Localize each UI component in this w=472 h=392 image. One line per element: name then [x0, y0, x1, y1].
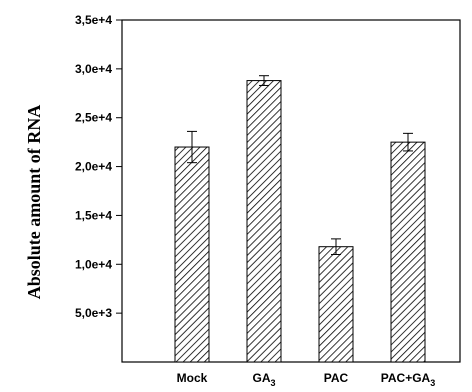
bar — [174, 146, 210, 363]
x-tick-label: PAC+GA3 — [381, 371, 435, 388]
plot-area: 5,0e+3 1,0e+4 1,5e+4 2,0e+4 2,5e+4 3,0e+4 3,5e… — [75, 13, 461, 388]
bar — [390, 141, 426, 363]
x-tick-label: PAC — [324, 371, 349, 385]
plot-frame — [121, 19, 461, 363]
y-tick-label: 3,0e+4 — [75, 62, 112, 76]
y-tick-label: 5,0e+3 — [75, 306, 112, 320]
bar — [246, 80, 282, 363]
y-tick-label: 2,0e+4 — [75, 160, 112, 174]
bar — [318, 246, 354, 363]
y-tick-label: 1,0e+4 — [75, 257, 112, 271]
x-tick-label: Mock — [177, 371, 208, 385]
y-tick-label: 2,5e+4 — [75, 111, 112, 125]
y-tick-label: 3,5e+4 — [75, 13, 112, 27]
y-axis-label: Absolute amount of RNA — [24, 105, 44, 300]
y-tick-label: 1,5e+4 — [75, 208, 112, 222]
x-tick-label: GA3 — [252, 371, 275, 388]
